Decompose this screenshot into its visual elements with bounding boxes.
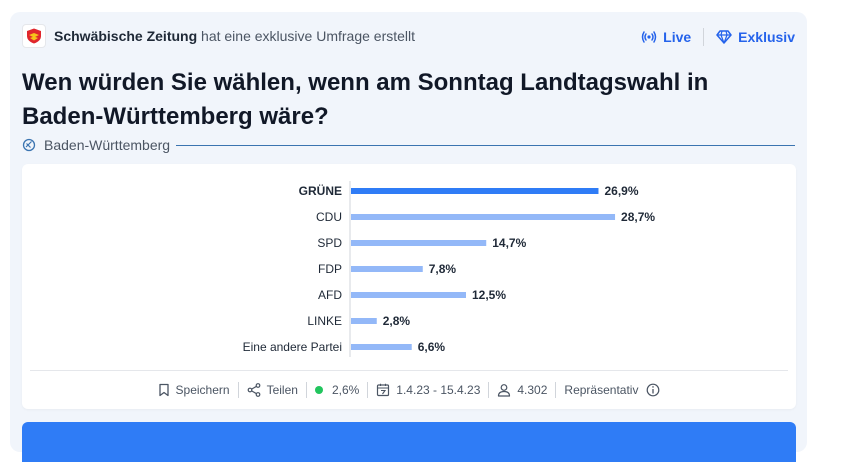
bar-3[interactable] (351, 266, 423, 272)
publisher-name[interactable]: Schwäbische Zeitung (54, 28, 198, 44)
user-icon (498, 384, 511, 397)
poll-title: Wen würden Sie wählen, wenn am Sonntag L… (22, 69, 709, 130)
bar-value-label: 6,6% (418, 340, 446, 354)
publisher-line: Schwäbische Zeitung hat eine exklusive U… (54, 28, 415, 44)
diamond-icon (716, 30, 732, 44)
bar-0[interactable] (351, 188, 599, 194)
bar-category-label: Eine andere Partei (243, 340, 342, 354)
live-label: Live (663, 29, 692, 45)
region-row: Baden-Württemberg (22, 136, 795, 154)
status-dot (314, 386, 323, 394)
vote-button[interactable] (22, 422, 796, 462)
bar-value-label: 26,9% (604, 184, 638, 198)
publisher-crest-icon (27, 28, 41, 44)
share-label: Teilen (266, 383, 298, 397)
bar-category-label: SPD (317, 236, 342, 250)
region-tag-icon (22, 138, 36, 152)
save-label: Speichern (175, 383, 230, 397)
error-margin: 2,6% (314, 383, 360, 397)
calendar-icon (377, 383, 390, 397)
footer-divider (305, 382, 307, 398)
footer-divider (237, 382, 239, 398)
footer-divider (367, 382, 369, 398)
bar-category-label: GRÜNE (299, 183, 342, 198)
publisher-suffix: hat eine exklusive Umfrage erstellt (201, 28, 416, 44)
header-divider (703, 28, 705, 46)
representative: Repräsentativ (564, 383, 660, 397)
bookmark-icon (158, 383, 169, 397)
poll-footer: Speichern Teilen 2,6% (22, 378, 796, 402)
results-chart-card: GRÜNE 26,9% CDU 28,7% SPD 14,7% FDP 7,8% AFD 12,5… (22, 164, 796, 409)
share-button[interactable]: Teilen (247, 383, 298, 397)
bar-value-label: 2,8% (383, 314, 411, 328)
bar-category-label: FDP (318, 262, 342, 276)
region-label[interactable]: Baden-Württemberg (44, 137, 171, 153)
date-range-value: 1.4.23 - 15.4.23 (396, 383, 481, 397)
info-icon[interactable] (646, 383, 660, 397)
live-link[interactable]: Live (641, 29, 691, 45)
chart-divider (30, 370, 788, 371)
poll-header: Schwäbische Zeitung hat eine exklusive U… (22, 24, 795, 50)
bar-6[interactable] (351, 344, 412, 350)
publisher-logo (22, 24, 46, 48)
bar-5[interactable] (351, 318, 377, 324)
bar-category-label: LINKE (307, 314, 342, 328)
broadcast-icon (641, 31, 657, 43)
bar-value-label: 14,7% (492, 236, 526, 250)
exclusive-label: Exklusiv (738, 29, 795, 45)
region-divider (176, 144, 795, 146)
representative-label: Repräsentativ (564, 383, 639, 397)
bar-value-label: 28,7% (621, 210, 655, 224)
bar-1[interactable] (351, 214, 616, 220)
bar-4[interactable] (351, 292, 466, 298)
exclusive-link[interactable]: Exklusiv (716, 29, 795, 45)
bar-category-label: CDU (316, 210, 342, 224)
footer-divider (555, 382, 557, 398)
share-icon (247, 383, 260, 397)
participants: 4.302 (497, 383, 547, 397)
poll-card: Schwäbische Zeitung hat eine exklusive U… (10, 12, 807, 462)
bar-value-label: 12,5% (472, 288, 506, 302)
bar-category-label: AFD (318, 288, 342, 302)
error-margin-value: 2,6% (331, 383, 360, 397)
date-range: 1.4.23 - 15.4.23 (376, 383, 480, 397)
footer-divider (488, 382, 490, 398)
header-links: Live Exklusiv (641, 27, 795, 47)
bar-2[interactable] (351, 240, 487, 246)
results-chart: GRÜNE 26,9% CDU 28,7% SPD 14,7% FDP 7,8% AFD 12,5… (243, 181, 655, 357)
save-button[interactable]: Speichern (158, 383, 230, 397)
bar-value-label: 7,8% (429, 262, 457, 276)
participants-count: 4.302 (517, 383, 548, 397)
